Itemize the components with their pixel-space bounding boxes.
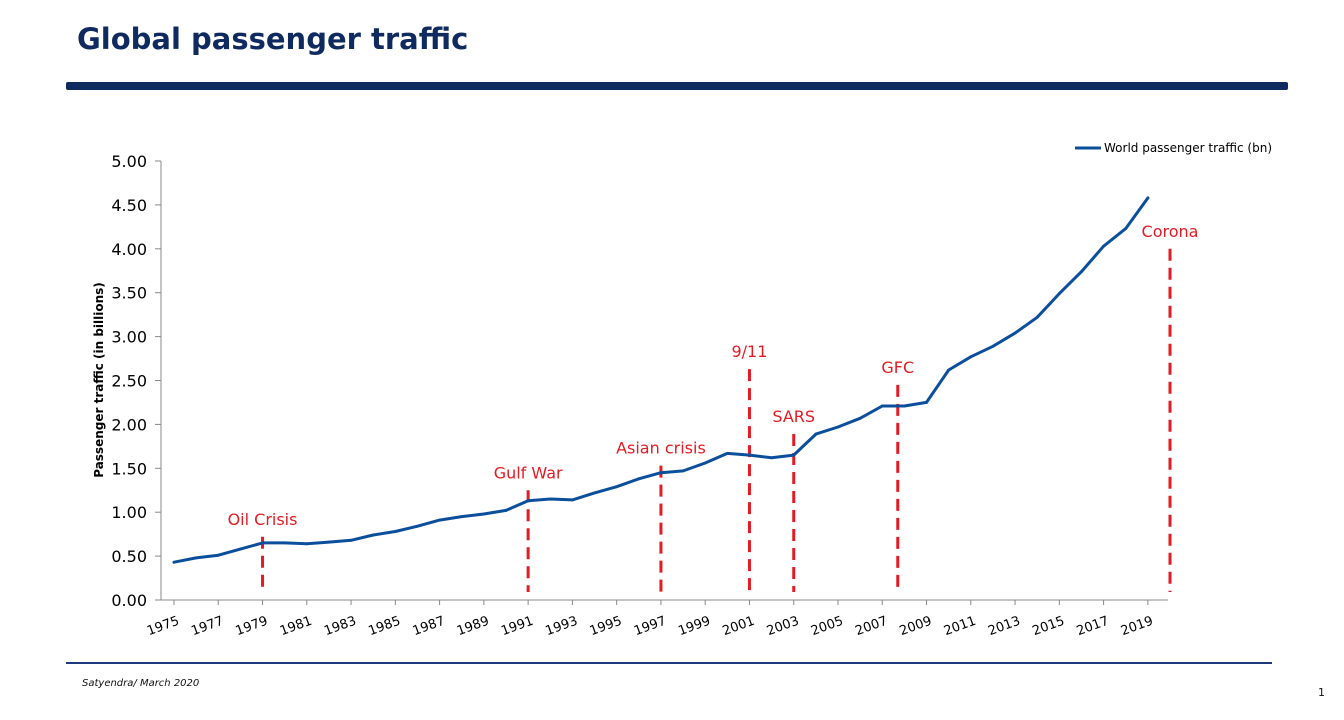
data-point: [571, 498, 574, 502]
x-tick-label: 1995: [588, 614, 624, 639]
y-axis-title: Passenger traffic (in billions): [92, 282, 106, 478]
x-tick-label: 1977: [189, 614, 225, 639]
x-tick-label: 1993: [544, 614, 580, 639]
data-point: [593, 491, 596, 495]
x-tick-label: 1997: [632, 614, 668, 639]
data-point: [349, 538, 353, 542]
x-tick-label: 1981: [278, 614, 314, 639]
x-tick-label: 1979: [234, 614, 270, 639]
y-tick-label: 3.50: [111, 284, 147, 303]
x-tick-label: 2009: [898, 614, 934, 639]
x-tick-label: 1991: [499, 614, 535, 639]
y-tick-label: 1.50: [111, 459, 147, 478]
y-tick-label: 1.00: [111, 503, 147, 522]
data-point: [1057, 292, 1061, 295]
data-point: [659, 471, 663, 475]
y-tick-label: 2.50: [111, 372, 147, 391]
data-point: [194, 556, 198, 560]
event-label: Gulf War: [494, 463, 563, 482]
x-tick-label: 1975: [145, 614, 181, 639]
x-tick-label: 2017: [1075, 614, 1111, 639]
series-lines: [172, 196, 1150, 564]
data-point: [327, 540, 331, 544]
data-point: [216, 553, 220, 557]
data-point: [261, 541, 264, 545]
data-point: [1124, 227, 1128, 231]
data-point: [858, 416, 862, 420]
data-point: [947, 368, 951, 372]
y-tick-label: 4.50: [111, 196, 147, 215]
data-point: [725, 451, 729, 455]
data-point: [416, 524, 419, 528]
data-point: [482, 512, 486, 516]
data-point: [1013, 331, 1017, 335]
data-point: [283, 541, 287, 545]
data-point: [991, 344, 995, 348]
data-point: [371, 533, 375, 537]
data-point: [770, 456, 773, 460]
x-tick-label: 2003: [765, 614, 801, 639]
y-tick-label: 3.00: [111, 328, 147, 347]
title-rule: [66, 82, 1288, 90]
data-point: [438, 518, 441, 522]
event-label: 9/11: [731, 342, 767, 361]
data-point: [172, 560, 176, 564]
data-point: [880, 404, 884, 408]
data-point: [637, 477, 641, 481]
data-point: [925, 401, 928, 404]
x-tick-label: 1999: [676, 614, 712, 639]
data-point: [1035, 315, 1039, 319]
data-point: [526, 499, 530, 503]
x-tick-label: 2011: [942, 614, 978, 639]
y-tick-label: 5.00: [111, 152, 147, 171]
event-label: Oil Crisis: [228, 510, 298, 529]
footer-rule: [66, 662, 1272, 664]
data-point: [1080, 270, 1083, 274]
x-axis: 1975 1977 1979 1981 1983 1985 1987 1989 1991 1993…: [145, 599, 1168, 639]
data-point: [460, 515, 464, 518]
legend-label: World passenger traffic (bn): [1104, 141, 1272, 155]
x-tick-label: 1987: [411, 614, 447, 639]
legend: World passenger traffic (bn): [1075, 141, 1272, 155]
y-tick-label: 2.00: [111, 415, 147, 434]
y-tick-label: 0.50: [111, 547, 147, 566]
footer-credit: Satyendra/ March 2020: [82, 678, 200, 689]
event-annotations: Oil Crisis Gulf War Asian crisis 9/11 SARS GF…: [228, 222, 1199, 592]
data-point: [1102, 244, 1105, 248]
x-tick-label: 2019: [1119, 614, 1155, 639]
data-point: [548, 497, 552, 501]
x-tick-label: 2005: [809, 614, 845, 639]
data-point: [681, 469, 685, 473]
data-point: [504, 509, 508, 512]
event-label: SARS: [772, 407, 815, 426]
x-tick-label: 2015: [1030, 614, 1066, 639]
x-tick-label: 2007: [853, 614, 889, 639]
data-point: [836, 425, 840, 429]
data-point: [814, 432, 818, 436]
page-number: 1: [1318, 686, 1325, 699]
data-point: [748, 453, 751, 457]
data-point: [792, 453, 796, 457]
x-tick-label: 1989: [455, 614, 491, 639]
x-tick-label: 1983: [322, 614, 358, 639]
slide-title: Global passenger traffic: [77, 22, 469, 56]
data-point: [305, 542, 309, 546]
data-point: [903, 404, 906, 408]
y-axis: 0.00 0.50 1.00 1.50 2.00 2.50 3.00 3.50 4.00 4.50…: [111, 152, 162, 610]
event-label: GFC: [881, 358, 914, 377]
data-point: [1146, 196, 1150, 200]
y-tick-label: 4.00: [111, 240, 147, 259]
event-label: Corona: [1142, 222, 1199, 241]
x-tick-label: 2013: [986, 614, 1022, 639]
data-point: [393, 530, 397, 533]
data-point: [969, 355, 973, 359]
x-tick-label: 2001: [721, 614, 757, 639]
x-tick-label: 1985: [366, 614, 402, 639]
data-point: [615, 485, 619, 489]
event-label: Asian crisis: [616, 439, 706, 458]
data-point: [703, 461, 707, 465]
y-tick-label: 0.00: [111, 591, 147, 610]
data-point: [239, 547, 242, 551]
